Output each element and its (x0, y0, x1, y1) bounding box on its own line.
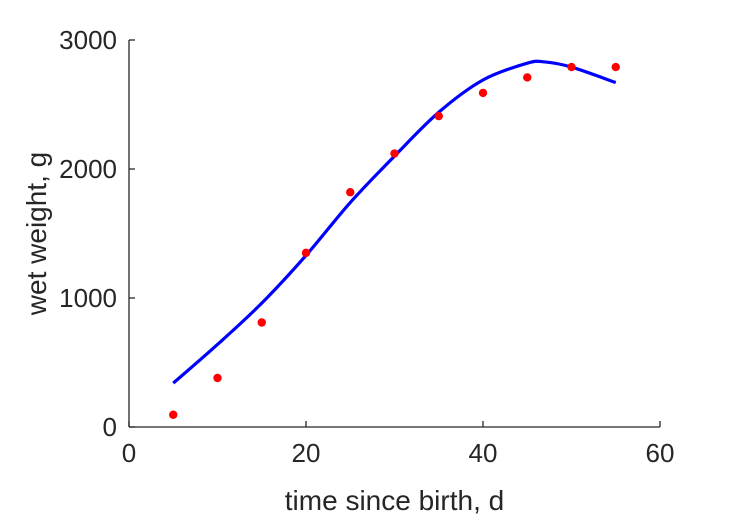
data-point (301, 248, 311, 258)
data-point (213, 373, 222, 383)
data-point (390, 149, 399, 158)
data-point (478, 88, 488, 98)
y-tick-label: 1000 (59, 283, 117, 313)
x-tick-label: 60 (646, 438, 675, 468)
data-point (523, 73, 532, 82)
x-tick-label: 0 (122, 438, 136, 468)
series-layer (169, 59, 620, 419)
ticks: 0 20 40 60 0 1000 2000 3000 (59, 25, 674, 468)
data-point (169, 410, 178, 419)
y-tick-label: 2000 (59, 154, 117, 184)
axes (128, 40, 660, 428)
fit-curve (172, 59, 617, 385)
x-tick-label: 20 (292, 438, 321, 468)
data-point (257, 318, 266, 327)
x-axis-label: time since birth, d (285, 485, 504, 516)
y-tick-label: 0 (103, 412, 117, 442)
data-point (434, 111, 443, 121)
x-tick-label: 40 (469, 438, 498, 468)
data-point (346, 188, 355, 197)
data-point (567, 62, 576, 72)
data-point (611, 62, 620, 72)
y-axis-label: wet weight, g (21, 152, 52, 316)
y-tick-label: 3000 (59, 25, 117, 55)
